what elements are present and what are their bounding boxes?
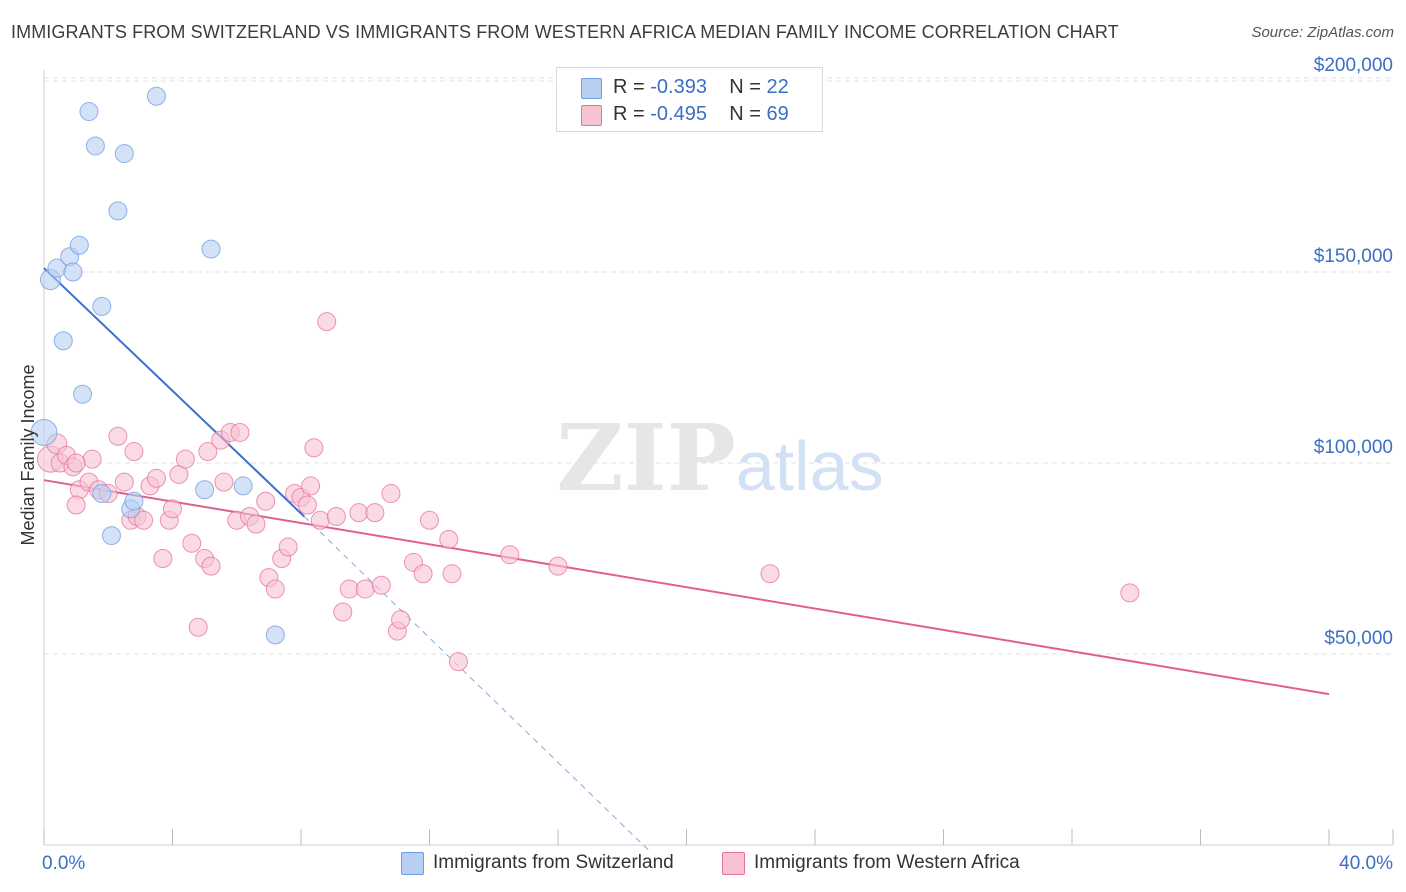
legend-n-label: N = [729,103,761,125]
point-western-africa [333,602,353,622]
point-western-africa [381,484,401,504]
y-axis-label: Median Family Income [18,364,38,545]
point-switzerland [124,491,144,511]
point-western-africa [214,472,234,492]
point-switzerland [233,476,253,496]
legend-r-label: R = [613,103,645,125]
trend-lines [43,267,1330,853]
point-western-africa [420,510,439,530]
point-western-africa [124,442,144,462]
point-switzerland [108,201,128,221]
legend-r-value: -0.495 [650,103,707,125]
point-western-africa [134,510,154,530]
x-tick-label-max: 40.0% [1339,853,1393,874]
point-western-africa [188,617,208,637]
point-western-africa [317,312,337,332]
series-swatch-switzerland [401,852,424,875]
point-western-africa [439,529,459,549]
point-switzerland [30,418,58,446]
point-switzerland [201,239,221,259]
point-western-africa [365,503,385,523]
legend-r-value: -0.393 [650,76,707,98]
point-western-africa [1120,583,1140,603]
point-switzerland [53,331,73,351]
point-western-africa [297,495,317,515]
watermark: ZIPatlas [556,404,883,512]
point-western-africa [442,564,462,584]
point-western-africa [278,537,298,557]
legend-swatch-western-africa [581,105,602,126]
point-western-africa [339,579,359,599]
chart-title: IMMIGRANTS FROM SWITZERLAND VS IMMIGRANT… [11,22,1119,42]
series-label-switzerland: Immigrants from Switzerland [433,852,674,873]
point-western-africa [153,549,173,568]
point-western-africa [175,449,195,469]
point-switzerland [85,136,105,156]
point-western-africa [82,449,102,469]
trend-line-switzerland [43,267,305,518]
point-western-africa [66,453,86,473]
correlation-legend: R = -0.393 N = 22 R = -0.495 N = 69 [556,67,823,132]
point-western-africa [256,491,276,511]
point-western-africa [355,579,375,599]
point-switzerland [146,86,166,106]
point-switzerland [69,235,89,255]
point-switzerland [101,526,121,546]
point-western-africa [304,438,324,458]
chart-source: Source: ZipAtlas.com [1251,24,1394,41]
data-points [30,86,1140,672]
legend-n-value: 69 [766,103,789,125]
point-western-africa [182,533,202,553]
point-western-africa [760,564,780,584]
point-western-africa [66,495,86,515]
series-label-western-africa: Immigrants from Western Africa [754,852,1020,873]
point-switzerland [195,480,215,500]
point-western-africa [310,510,330,530]
point-western-africa [349,503,369,523]
point-western-africa [391,610,411,630]
y-tick-label: $50,000 [1324,628,1393,649]
legend-n-value: 22 [766,76,789,98]
point-switzerland [73,384,93,404]
point-western-africa [413,564,433,584]
point-western-africa [500,545,520,565]
point-western-africa [114,472,134,492]
point-western-africa [108,426,128,446]
y-tick-label: $200,000 [1314,55,1393,76]
point-western-africa [371,575,391,595]
point-switzerland [79,102,99,122]
legend-swatch-switzerland [581,78,602,99]
x-tick-label-min: 0.0% [42,853,85,874]
point-western-africa [301,476,321,496]
y-tick-labels: $50,000 $100,000 $150,000 $200,000 [1314,55,1393,649]
point-western-africa [326,506,346,526]
gridlines [44,77,1393,655]
point-western-africa [201,556,221,576]
point-western-africa [198,442,218,462]
y-tick-label: $100,000 [1314,437,1393,458]
trend-line-switzerland-extension [303,516,652,853]
point-western-africa [265,579,285,599]
point-western-africa [246,514,266,534]
point-western-africa [230,422,250,442]
point-switzerland [92,296,112,316]
y-tick-label: $150,000 [1314,246,1393,267]
point-western-africa [448,652,468,672]
point-switzerland [265,625,285,645]
point-western-africa [146,468,166,488]
point-western-africa [548,556,568,576]
point-switzerland [63,262,83,282]
series-swatch-western-africa [722,852,745,875]
x-tick-labels: 0.0% 40.0% [42,853,1393,874]
point-switzerland [92,484,112,504]
point-western-africa [163,499,182,519]
point-switzerland [114,144,134,164]
legend-n-label: N = [729,76,761,98]
legend-r-label: R = [613,76,645,98]
